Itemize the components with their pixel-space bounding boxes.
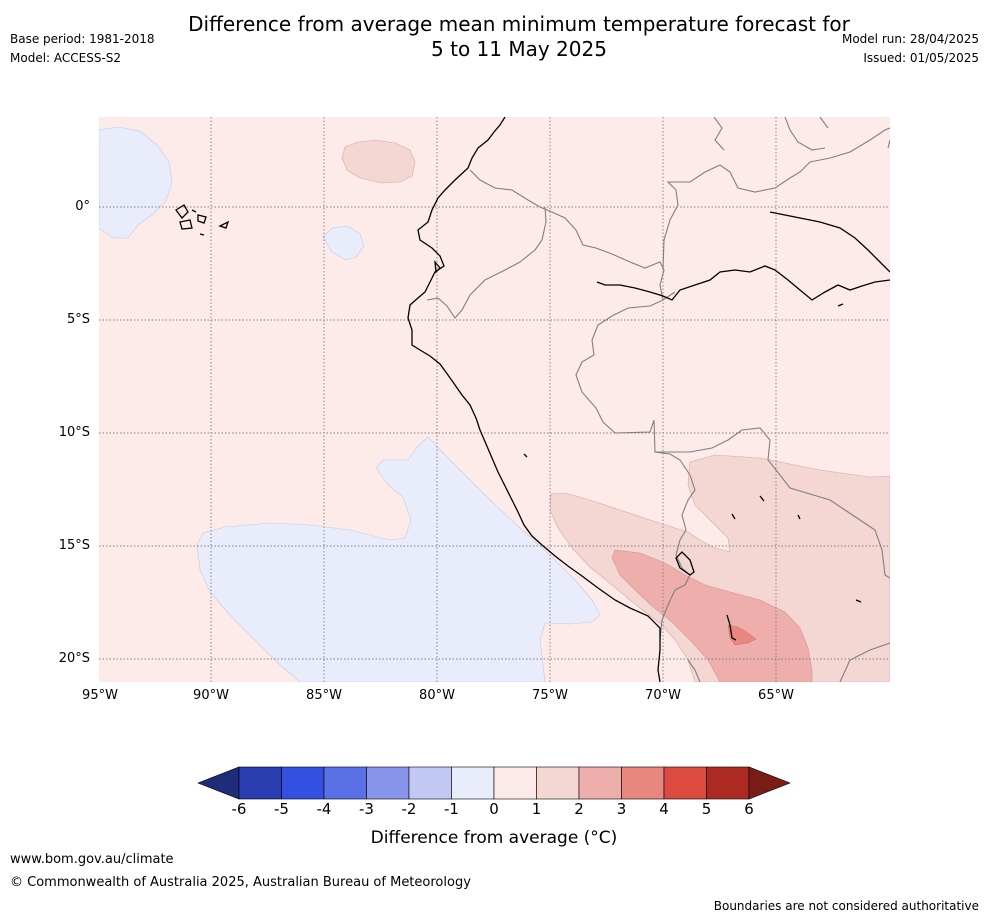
colorbar-bin-neg6-neg5 xyxy=(238,766,282,800)
lat-label-15s: 15°S xyxy=(58,538,90,553)
colorbar-tick: -5 xyxy=(274,800,289,818)
colorbar-tick: 3 xyxy=(616,800,627,818)
colorbar-tick: -4 xyxy=(316,800,332,818)
colorbar-bin-neg2-neg1 xyxy=(408,766,452,800)
title-line-1: Difference from average mean minimum tem… xyxy=(188,12,850,36)
lat-label-10s: 10°S xyxy=(58,425,90,440)
lat-label-0: 0° xyxy=(75,199,90,214)
colorbar-bin-neg4-neg3 xyxy=(323,766,367,800)
colorbar-tick: -3 xyxy=(359,800,374,818)
colorbar-tick: 5 xyxy=(701,800,712,818)
colorbar-tick: 1 xyxy=(531,800,542,818)
model-run: Model run: 28/04/2025 xyxy=(841,32,979,46)
colorbar-bin-0-1 xyxy=(493,766,537,800)
lon-label-85w: 85°W xyxy=(306,688,342,703)
colorbar-tick: -1 xyxy=(444,800,459,818)
page-title: Difference from average mean minimum tem… xyxy=(0,12,988,62)
title-line-2: 5 to 11 May 2025 xyxy=(431,37,607,61)
colorbar-label: Difference from average (°C) xyxy=(370,828,618,848)
colorbar-bin-4-5 xyxy=(663,766,707,800)
issued-date: Issued: 01/05/2025 xyxy=(863,51,979,65)
warm-anomaly-2-3 xyxy=(611,549,813,682)
colorbar-tick: 0 xyxy=(489,800,499,818)
lon-label-95w: 95°W xyxy=(82,688,118,703)
country-borders xyxy=(426,117,890,682)
base-period: Base period: 1981-2018 xyxy=(10,32,155,46)
lon-label-75w: 75°W xyxy=(532,688,568,703)
boundary-disclaimer: Boundaries are not considered authoritat… xyxy=(713,899,979,913)
lon-label-65w: 65°W xyxy=(758,688,794,703)
colorbar-bin-neg1-0 xyxy=(451,766,495,800)
colorbar-bin-1-2 xyxy=(536,766,580,800)
colorbar-bin-neg5-neg4 xyxy=(281,766,325,800)
colorbar-bin-5-6 xyxy=(706,766,750,800)
source-url: www.bom.gov.au/climate xyxy=(10,852,174,867)
copyright-notice: © Commonwealth of Australia 2025, Austra… xyxy=(10,875,471,890)
map-plot-area xyxy=(99,117,890,682)
colorbar-bin-3-4 xyxy=(621,766,665,800)
colorbar-tick: 2 xyxy=(574,800,584,818)
cool-anomaly-patch-small xyxy=(322,225,365,261)
colorbar-tick: -2 xyxy=(401,800,417,818)
gridlines xyxy=(99,117,890,682)
lat-label-20s: 20°S xyxy=(58,651,90,666)
colorbar-tick: -6 xyxy=(231,800,247,818)
warm-anomaly-patch-north xyxy=(341,139,416,184)
cool-anomaly-patch-west xyxy=(99,126,173,239)
lat-label-5s: 5°S xyxy=(66,312,90,327)
lon-label-90w: 90°W xyxy=(193,688,229,703)
colorbar-bin-neg3-neg2 xyxy=(366,766,410,800)
lon-label-70w: 70°W xyxy=(645,688,681,703)
model-name: Model: ACCESS-S2 xyxy=(10,51,122,65)
cool-anomaly-patch-south xyxy=(196,436,601,682)
colorbar xyxy=(197,766,791,800)
warm-anomaly-1-2-altiplano xyxy=(549,454,890,682)
colorbar-extend-low xyxy=(197,766,240,800)
lon-label-80w: 80°W xyxy=(419,688,455,703)
colorbar-extend-high xyxy=(748,766,791,800)
coastline xyxy=(175,117,890,682)
colorbar-bin-2-3 xyxy=(578,766,622,800)
colorbar-tick: 6 xyxy=(744,800,754,818)
colorbar-tick: 4 xyxy=(659,800,669,818)
